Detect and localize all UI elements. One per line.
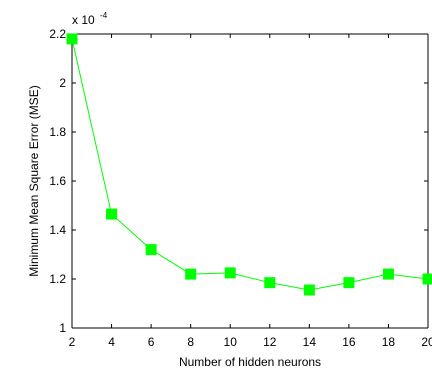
y-axis-ticks: 1 1.2 1.4 1.6 1.8 2 2.2 (49, 27, 428, 335)
data-point-marker (145, 244, 157, 256)
x-tick-label: 2 (69, 335, 76, 349)
x-tick-label: 20 (421, 335, 432, 349)
series-line (71, 38, 429, 291)
data-point-marker (382, 268, 394, 280)
y-tick-label: 1.2 (49, 272, 66, 286)
plot-area (72, 34, 428, 328)
data-point-marker (303, 284, 315, 296)
x-tick-label: 18 (382, 335, 396, 349)
x-tick-label: 12 (263, 335, 277, 349)
data-point-marker (66, 33, 78, 45)
series-layer (66, 33, 432, 296)
y-tick-label: 2 (59, 76, 66, 90)
x-tick-label: 16 (342, 335, 356, 349)
x-tick-label: 6 (148, 335, 155, 349)
y-tick-label: 1 (59, 321, 66, 335)
x-axis-ticks: 2 4 6 8 10 12 14 16 18 20 (69, 34, 432, 349)
data-point-marker (185, 268, 197, 280)
y-axis-multiplier-power: -4 (100, 11, 108, 20)
x-axis-label: Number of hidden neurons (179, 355, 321, 369)
y-tick-label: 1.6 (49, 174, 66, 188)
x-tick-label: 4 (108, 335, 115, 349)
x-tick-label: 14 (303, 335, 317, 349)
data-point-marker (343, 277, 355, 289)
y-tick-label: 2.2 (49, 27, 66, 41)
x-tick-label: 8 (187, 335, 194, 349)
data-point-marker (422, 273, 432, 285)
data-point-marker (106, 208, 118, 220)
x-tick-label: 10 (224, 335, 238, 349)
y-tick-label: 1.4 (49, 223, 66, 237)
y-axis-multiplier-base: x 10 (72, 13, 95, 27)
data-point-marker (264, 277, 276, 289)
y-tick-label: 1.8 (49, 125, 66, 139)
data-point-marker (224, 267, 236, 279)
y-axis-multiplier: x 10 -4 (72, 11, 108, 27)
y-axis-label: Minimum Mean Square Error (MSE) (27, 85, 41, 276)
